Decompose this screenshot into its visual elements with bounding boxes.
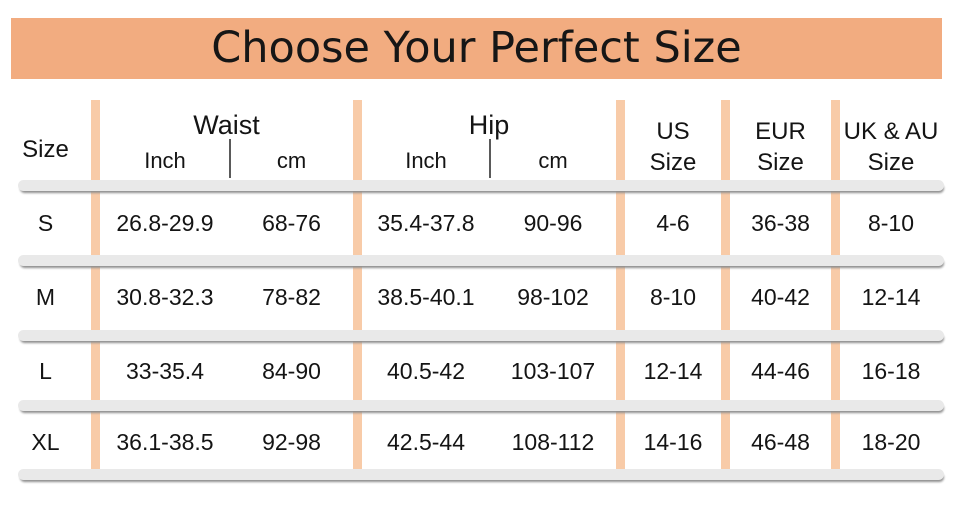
hip-cm-cell: 108-112: [511, 429, 595, 455]
header-eur-line2: Size: [757, 149, 804, 176]
waist-cm-cell: 84-90: [262, 358, 321, 384]
page-title: Choose Your Perfect Size: [211, 23, 742, 73]
hip-cm-cell: 90-96: [523, 210, 583, 236]
waist-cm-cell: 68-76: [262, 210, 321, 236]
row-separator: [18, 330, 944, 341]
header-eur-size: EUR Size: [730, 116, 831, 178]
waist-inch-cell: 33-35.4: [125, 358, 204, 384]
header-waist-inch: Inch: [144, 148, 186, 173]
waist-inch-cell: 26.8-29.9: [116, 210, 214, 236]
waist-inch-cell: 36.1-38.5: [116, 429, 214, 455]
header-waist-cm: cm: [276, 148, 307, 173]
header-hip: Hip: [468, 110, 510, 140]
header-us-line1: US: [656, 118, 690, 145]
header-eur-line1: EUR: [755, 118, 806, 145]
uk-au-size-cell: 16-18: [861, 358, 921, 384]
us-size-cell: 12-14: [643, 358, 703, 384]
hip-inch-cell: 38.5-40.1: [377, 284, 475, 310]
eur-size-cell: 46-48: [751, 429, 810, 455]
hip-inch-cell: 40.5-42: [386, 358, 465, 384]
column-divider-bar: [721, 100, 730, 470]
uk-au-size-cell: 12-14: [861, 284, 921, 310]
header-us-size: US Size: [625, 116, 721, 178]
size-cell: L: [39, 358, 52, 384]
eur-size-cell: 36-38: [751, 210, 810, 236]
row-separator: [18, 255, 944, 266]
hip-cm-cell: 103-107: [510, 358, 596, 384]
waist-cm-cell: 78-82: [262, 284, 321, 310]
us-size-cell: 14-16: [643, 429, 703, 455]
hip-inch-cell: 42.5-44: [386, 429, 465, 455]
waist-cm-cell: 92-98: [262, 429, 321, 455]
header-hip-inch: Inch: [405, 148, 447, 173]
us-size-cell: 4-6: [656, 210, 690, 236]
row-separator: [18, 469, 944, 480]
header-uk-au-size: UK & AU Size: [836, 116, 946, 178]
eur-size-cell: 44-46: [751, 358, 810, 384]
size-cell: XL: [31, 429, 60, 455]
waist-inch-cell: 30.8-32.3: [116, 284, 214, 310]
column-divider-bar: [831, 100, 840, 470]
header-waist: Waist: [193, 110, 260, 140]
header-uk-line2: Size: [867, 149, 915, 176]
us-size-cell: 8-10: [649, 284, 697, 310]
hip-cm-cell: 98-102: [517, 284, 589, 310]
hip-inch-cell: 35.4-37.8: [377, 210, 475, 236]
row-separator: [18, 180, 944, 191]
header-us-line2: Size: [649, 149, 697, 176]
title-banner: Choose Your Perfect Size: [11, 18, 942, 79]
uk-au-size-cell: 8-10: [867, 210, 915, 236]
inch-cm-divider: [229, 139, 231, 178]
column-divider-bar: [91, 100, 100, 470]
size-cell: M: [35, 284, 56, 310]
header-size: Size: [22, 136, 69, 163]
column-divider-bar: [353, 100, 362, 470]
size-cell: S: [37, 210, 54, 236]
row-separator: [18, 400, 944, 411]
inch-cm-divider: [489, 139, 491, 178]
header-uk-line1: UK & AU: [843, 118, 939, 145]
eur-size-cell: 40-42: [751, 284, 810, 310]
uk-au-size-cell: 18-20: [861, 429, 921, 455]
column-divider-bar: [616, 100, 625, 470]
header-hip-cm: cm: [538, 148, 568, 173]
